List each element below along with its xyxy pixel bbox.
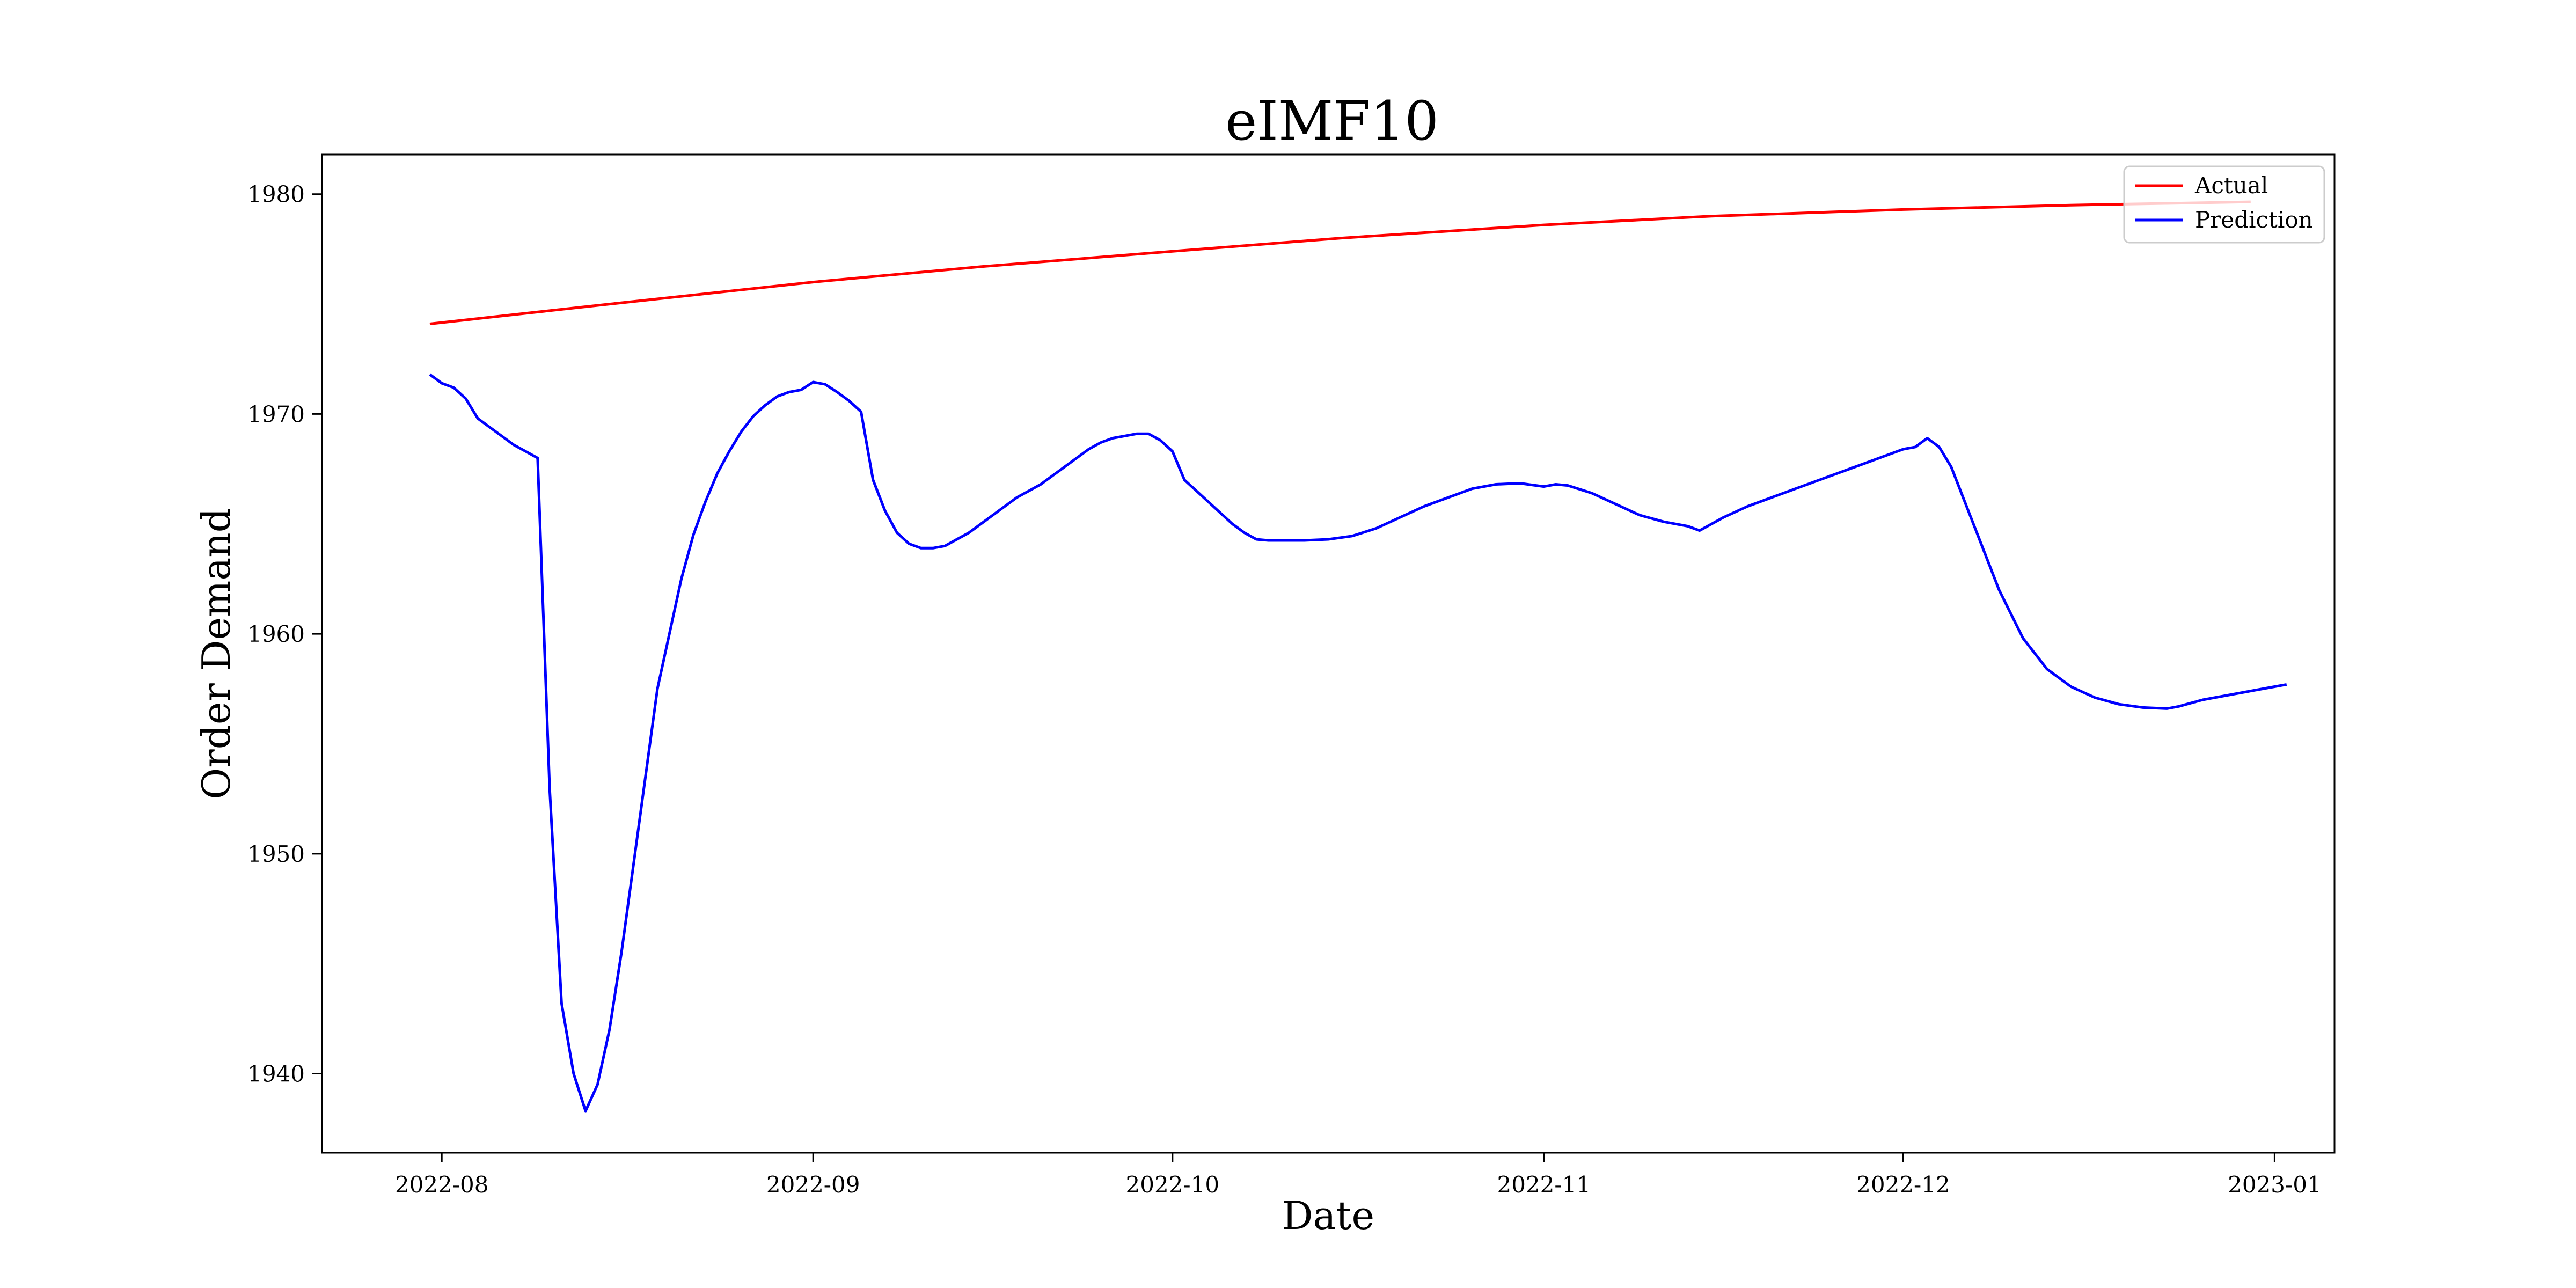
y-tick-label: 1960 [247, 621, 305, 647]
y-tick-label: 1950 [247, 841, 305, 867]
series-line-prediction [429, 373, 2287, 1113]
x-tick-label: 2022-11 [1497, 1172, 1591, 1198]
y-tick-label: 1970 [247, 401, 305, 427]
x-axis-label: Date [1282, 1193, 1374, 1238]
x-axis: 2022-08 2022-09 2022-10 2022-11 2022-12 2023-… [395, 1153, 2322, 1198]
plot-area [321, 153, 2336, 1154]
series-line-actual [429, 200, 2251, 325]
y-axis: 1940 1950 1960 1970 1980 [247, 181, 322, 1087]
x-tick-label: 2022-08 [395, 1172, 489, 1198]
legend-label-actual: Actual [2194, 172, 2268, 199]
x-tick-label: 2022-12 [1856, 1172, 1950, 1198]
x-tick-label: 2023-01 [2228, 1172, 2322, 1198]
y-tick-label: 1980 [247, 181, 305, 208]
axes-frame [321, 153, 2336, 1154]
legend-label-prediction: Prediction [2195, 207, 2313, 233]
chart-title: eIMF10 [1225, 90, 1439, 152]
x-tick-label: 2022-10 [1126, 1172, 1220, 1198]
series-lines [429, 200, 2287, 1113]
y-axis-label: Order Demand [194, 508, 239, 799]
legend: Actual Prediction [2123, 165, 2325, 244]
x-tick-label: 2022-09 [766, 1172, 860, 1198]
y-tick-label: 1940 [247, 1061, 305, 1087]
